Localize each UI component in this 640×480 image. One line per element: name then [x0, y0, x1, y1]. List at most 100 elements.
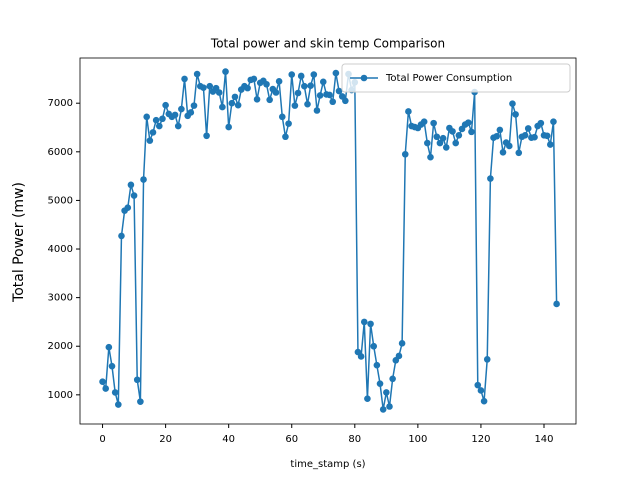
point	[364, 395, 371, 403]
point	[439, 134, 447, 142]
point	[310, 71, 318, 78]
x-tick-label: 40	[222, 434, 235, 445]
point	[219, 103, 226, 111]
point	[442, 144, 450, 151]
y-tick-label: 5000	[48, 195, 73, 206]
point	[187, 109, 195, 116]
legend-marker	[360, 74, 368, 82]
point	[332, 69, 340, 77]
point	[266, 96, 273, 104]
point	[487, 175, 494, 182]
point	[111, 389, 119, 396]
point	[506, 142, 513, 150]
x-tick-label: 100	[408, 434, 427, 445]
x-axis-label: time_stamp (s)	[290, 459, 365, 470]
point	[468, 128, 475, 136]
point	[133, 376, 141, 384]
y-tick-label: 3000	[48, 293, 73, 304]
plot-frame	[79, 57, 577, 425]
point	[181, 75, 188, 83]
point	[291, 102, 299, 109]
point	[319, 78, 327, 86]
point	[420, 118, 428, 125]
point	[234, 101, 242, 109]
point	[521, 131, 529, 139]
point	[436, 139, 444, 147]
point	[171, 111, 179, 119]
point	[509, 100, 516, 107]
point	[342, 97, 349, 105]
point	[477, 387, 485, 394]
x-tick-label: 60	[285, 434, 298, 445]
point	[203, 132, 210, 140]
point	[553, 300, 560, 308]
point	[367, 320, 374, 328]
legend-box	[341, 63, 571, 93]
x-tick-label: 120	[471, 434, 490, 445]
point	[294, 89, 302, 97]
point	[102, 385, 109, 392]
chart-title: Total power and skin temp Comparison	[210, 37, 445, 51]
point	[524, 125, 532, 132]
point	[455, 131, 463, 139]
point	[499, 148, 507, 156]
point	[278, 113, 286, 121]
point	[143, 113, 150, 121]
point	[398, 340, 406, 347]
point	[357, 353, 365, 360]
point	[285, 120, 292, 127]
point	[222, 68, 229, 75]
point	[395, 352, 403, 360]
y-tick-label: 7000	[48, 98, 73, 109]
point	[386, 403, 393, 410]
point	[483, 356, 491, 363]
point	[493, 132, 500, 140]
point	[193, 70, 201, 78]
y-tick-label: 1000	[48, 390, 73, 401]
point	[118, 232, 125, 240]
point	[531, 133, 538, 141]
y-tick-label: 2000	[48, 341, 73, 352]
y-tick-label: 4000	[48, 244, 73, 255]
point	[430, 119, 437, 127]
point	[250, 75, 258, 83]
point	[215, 89, 223, 96]
point	[225, 123, 232, 131]
point	[329, 98, 337, 106]
point	[427, 153, 434, 161]
point	[288, 71, 296, 78]
point	[108, 362, 116, 370]
point	[389, 375, 396, 383]
point	[474, 381, 482, 389]
point	[424, 139, 431, 147]
point	[244, 84, 251, 92]
point	[496, 126, 504, 134]
point	[253, 96, 261, 103]
point	[297, 72, 305, 80]
point	[379, 406, 387, 413]
point	[105, 343, 113, 351]
point	[301, 82, 308, 90]
point	[178, 105, 185, 113]
point	[137, 398, 144, 405]
point	[149, 129, 157, 136]
point	[140, 176, 147, 183]
point	[512, 111, 519, 118]
point	[383, 389, 390, 396]
point	[547, 141, 554, 148]
point	[127, 181, 135, 189]
point	[275, 78, 283, 85]
point	[360, 318, 368, 326]
x-tick-label: 140	[534, 434, 553, 445]
point	[376, 380, 384, 387]
point	[307, 82, 314, 90]
point	[537, 119, 545, 127]
point	[370, 342, 378, 350]
point	[313, 107, 321, 114]
point	[452, 139, 460, 147]
point	[515, 149, 523, 157]
point	[401, 150, 409, 158]
point	[99, 378, 106, 386]
point	[152, 116, 160, 124]
